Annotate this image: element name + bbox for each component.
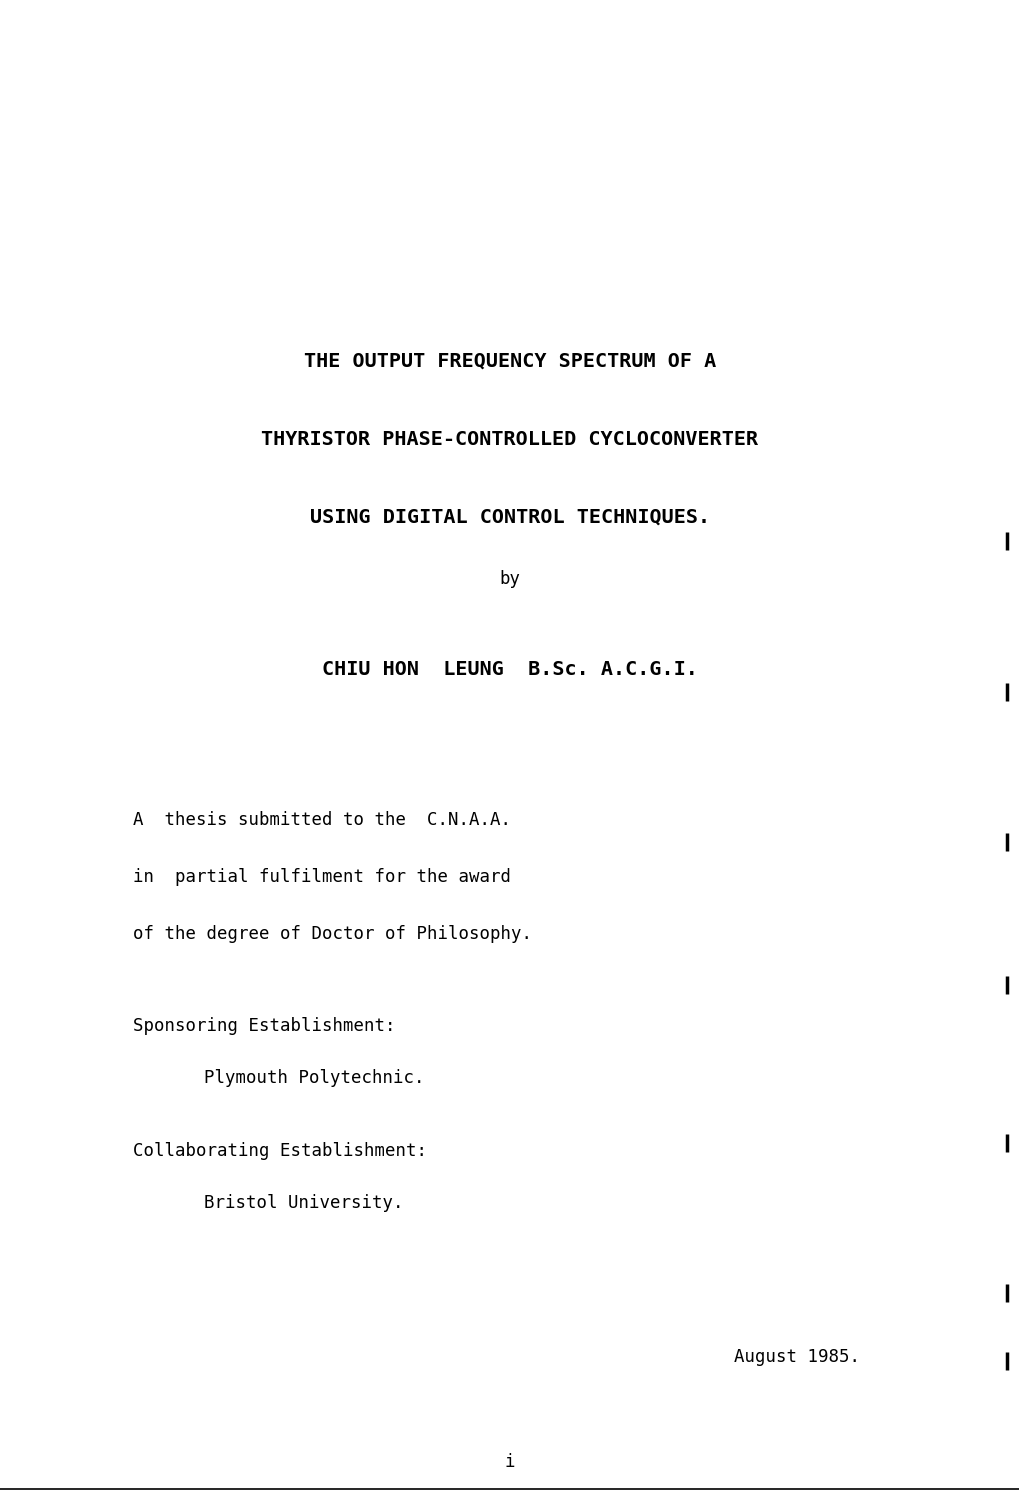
- Text: USING DIGITAL CONTROL TECHNIQUES.: USING DIGITAL CONTROL TECHNIQUES.: [310, 508, 709, 526]
- Text: THE OUTPUT FREQUENCY SPECTRUM OF A: THE OUTPUT FREQUENCY SPECTRUM OF A: [304, 352, 715, 370]
- Text: August 1985.: August 1985.: [734, 1348, 860, 1366]
- Text: CHIU HON  LEUNG  B.Sc. A.C.G.I.: CHIU HON LEUNG B.Sc. A.C.G.I.: [322, 660, 697, 678]
- Text: THYRISTOR PHASE-CONTROLLED CYCLOCONVERTER: THYRISTOR PHASE-CONTROLLED CYCLOCONVERTE…: [261, 430, 758, 448]
- Text: by: by: [499, 570, 520, 588]
- Text: A  thesis submitted to the  C.N.A.A.: A thesis submitted to the C.N.A.A.: [132, 811, 511, 829]
- Text: i: i: [504, 1453, 515, 1471]
- Text: Collaborating Establishment:: Collaborating Establishment:: [132, 1142, 426, 1160]
- Text: Sponsoring Establishment:: Sponsoring Establishment:: [132, 1017, 394, 1035]
- Text: in  partial fulfilment for the award: in partial fulfilment for the award: [132, 868, 511, 886]
- Text: Bristol University.: Bristol University.: [204, 1194, 404, 1212]
- Text: Plymouth Polytechnic.: Plymouth Polytechnic.: [204, 1069, 424, 1087]
- Text: of the degree of Doctor of Philosophy.: of the degree of Doctor of Philosophy.: [132, 925, 531, 943]
